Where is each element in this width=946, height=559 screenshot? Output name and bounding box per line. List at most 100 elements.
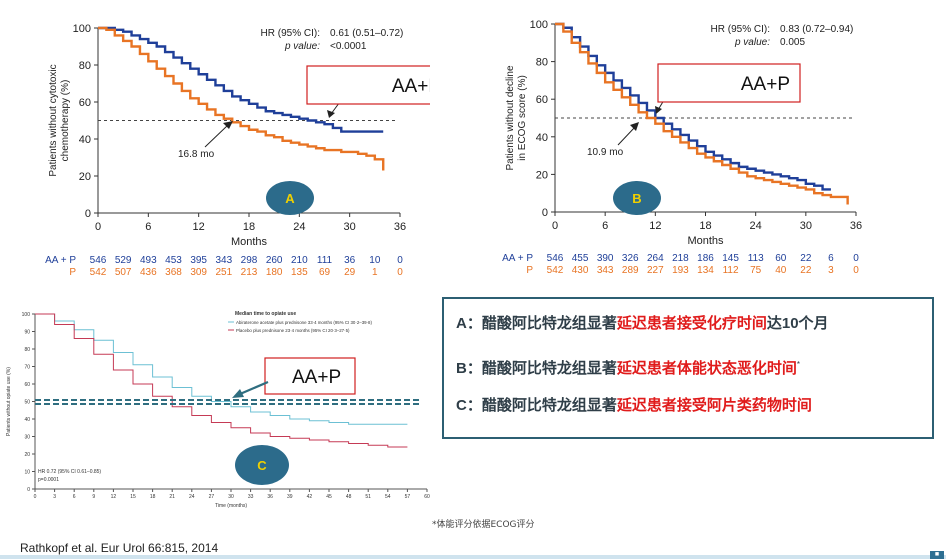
a-risk-value: 0 bbox=[397, 255, 403, 266]
a-risk-value: 0 bbox=[397, 267, 403, 278]
c-x-tick-label: 36 bbox=[267, 494, 273, 500]
c-x-tick-label: 51 bbox=[365, 494, 371, 500]
a-risk-value: 298 bbox=[241, 255, 258, 266]
a-risk-value: 309 bbox=[190, 267, 207, 278]
c-x-tick-label: 3 bbox=[53, 494, 56, 500]
c-p-text: p=0.0001 bbox=[38, 477, 59, 483]
b-risk-value: 193 bbox=[672, 265, 689, 276]
c-callout-box bbox=[264, 357, 356, 395]
b-risk-value: 6 bbox=[828, 253, 834, 264]
b-risk-value: 0 bbox=[853, 253, 859, 264]
a-x-axis-title: Months bbox=[231, 236, 268, 248]
b-x-axis-title: Months bbox=[687, 235, 724, 247]
a-y-tick-label: 80 bbox=[79, 60, 91, 72]
a-x-tick-label: 30 bbox=[344, 221, 356, 233]
a-risk-value: 1 bbox=[372, 267, 378, 278]
a-p-value: <0.0001 bbox=[330, 41, 367, 52]
a-median-p-arrowhead bbox=[223, 121, 233, 129]
c-x-tick-label: 21 bbox=[169, 494, 175, 500]
c-x-tick-label: 42 bbox=[307, 494, 313, 500]
a-risk-value: 546 bbox=[90, 255, 107, 266]
a-risk-value: 29 bbox=[344, 267, 356, 278]
a-y-axis-title-line2: chemotherapy (%) bbox=[60, 80, 71, 162]
bottom-bar bbox=[0, 555, 946, 559]
summary-line-c-highlight: 延迟患者接受阿片类药物时间 bbox=[616, 397, 812, 414]
c-callout-text: AA+P bbox=[292, 367, 341, 388]
b-risk-value: 112 bbox=[723, 265, 739, 276]
a-hr-value: 0.61 (0.51–0.72) bbox=[330, 28, 403, 39]
b-p-label: p value: bbox=[734, 37, 770, 48]
b-y-tick-label: 60 bbox=[536, 94, 548, 106]
b-risk-value: 430 bbox=[572, 265, 589, 276]
a-y-tick-label: 0 bbox=[85, 208, 91, 220]
b-risk-value: 289 bbox=[622, 265, 639, 276]
c-y-tick-label: 70 bbox=[24, 365, 30, 371]
summary-box: A：醋酸阿比特龙组显著延迟患者接受化疗时间达10个月 B：醋酸阿比特龙组显著延迟… bbox=[442, 297, 934, 439]
c-y-tick-label: 30 bbox=[24, 435, 30, 441]
c-x-tick-label: 45 bbox=[326, 494, 332, 500]
c-y-tick-label: 90 bbox=[24, 330, 30, 336]
a-risk-value: 36 bbox=[344, 255, 356, 266]
b-panel-letter: B bbox=[632, 191, 641, 206]
a-risk-value: 529 bbox=[115, 255, 132, 266]
a-risk-value: 368 bbox=[165, 267, 182, 278]
a-risk-value: 260 bbox=[266, 255, 283, 266]
c-x-tick-label: 15 bbox=[130, 494, 136, 500]
a-risk-row-label: AA + P bbox=[45, 255, 76, 266]
c-y-axis-title: Patients without opiate use (%) bbox=[6, 367, 12, 436]
summary-line-a-suffix: 达10个月 bbox=[766, 315, 829, 332]
footnote: *体能评分依据ECOG评分 bbox=[432, 520, 535, 530]
b-hr-value: 0.83 (0.72–0.94) bbox=[780, 24, 853, 35]
a-risk-value: 135 bbox=[291, 267, 308, 278]
b-y-axis-title-line1: Patients without decline bbox=[505, 65, 516, 171]
b-x-tick-label: 30 bbox=[800, 220, 812, 232]
b-risk-value: 390 bbox=[597, 253, 614, 264]
c-y-tick-label: 10 bbox=[24, 470, 30, 476]
a-risk-value: 69 bbox=[319, 267, 331, 278]
c-legend-entry: Placebo plus prednisone 23·4 months (95%… bbox=[236, 328, 350, 333]
c-callout-arrow bbox=[239, 380, 269, 396]
a-p-label: p value: bbox=[284, 41, 320, 52]
a-hr-label: HR (95% CI): bbox=[261, 28, 320, 39]
b-y-tick-label: 0 bbox=[542, 207, 548, 219]
slide-icon[interactable]: ■ bbox=[930, 551, 944, 559]
a-median-p-arrow bbox=[204, 124, 229, 148]
c-y-tick-label: 40 bbox=[24, 417, 30, 423]
b-risk-value: 3 bbox=[828, 265, 834, 276]
c-x-axis-title: Time (months) bbox=[215, 503, 247, 509]
b-risk-value: 145 bbox=[722, 253, 739, 264]
summary-line-b: B：醋酸阿比特龙组显著延迟患者体能状态恶化时间* bbox=[456, 354, 932, 395]
b-median-aa-arrowhead bbox=[655, 106, 662, 114]
b-y-axis-title-line2: in ECOG score (%) bbox=[517, 75, 528, 161]
b-risk-value: 326 bbox=[622, 253, 639, 264]
a-median-aa-arrowhead bbox=[327, 110, 335, 118]
a-y-axis-title-line1: Patients without cytotoxic bbox=[48, 64, 59, 176]
b-hr-label: HR (95% CI): bbox=[711, 24, 770, 35]
c-y-tick-label: 100 bbox=[22, 312, 31, 318]
b-y-tick-label: 100 bbox=[530, 19, 548, 31]
a-risk-value: 251 bbox=[215, 267, 232, 278]
c-series-p-line bbox=[35, 313, 408, 448]
summary-line-a-prefix: A：醋酸阿比特龙组显著 bbox=[456, 315, 617, 332]
b-x-tick-label: 12 bbox=[649, 220, 661, 232]
a-x-tick-label: 6 bbox=[145, 221, 151, 233]
c-x-tick-label: 27 bbox=[209, 494, 215, 500]
a-median-p-label: 16.8 mo bbox=[178, 149, 215, 160]
b-median-p-label: 10.9 mo bbox=[587, 147, 624, 158]
a-series-p-line bbox=[98, 26, 385, 171]
a-risk-row-label: P bbox=[69, 267, 76, 278]
summary-line-a-highlight: 延迟患者接受化疗时间 bbox=[616, 315, 767, 332]
b-series-aa-p-line bbox=[555, 22, 831, 191]
b-risk-value: 186 bbox=[697, 253, 714, 264]
b-risk-value: 343 bbox=[597, 265, 614, 276]
b-series-p-line bbox=[555, 22, 849, 205]
a-callout-box bbox=[306, 65, 430, 105]
a-risk-value: 10 bbox=[369, 255, 381, 266]
summary-line-b-prefix: B：醋酸阿比特龙组显著 bbox=[456, 360, 617, 377]
b-risk-value: 542 bbox=[547, 265, 564, 276]
c-x-tick-label: 30 bbox=[228, 494, 234, 500]
summary-line-c: C：醋酸阿比特龙组显著延迟患者接受阿片类药物时间 bbox=[456, 395, 932, 436]
a-risk-value: 453 bbox=[165, 255, 182, 266]
c-y-tick-label: 0 bbox=[27, 487, 30, 493]
c-x-tick-label: 18 bbox=[150, 494, 156, 500]
